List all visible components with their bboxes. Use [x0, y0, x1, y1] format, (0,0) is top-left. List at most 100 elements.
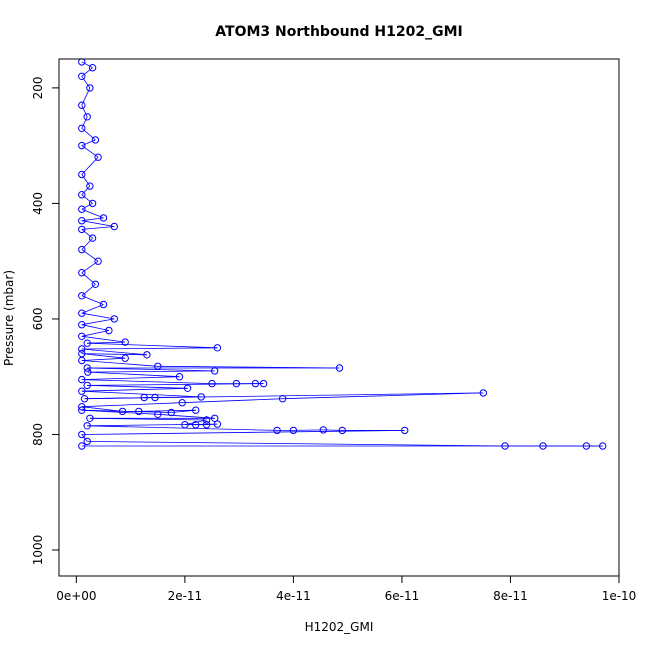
data-point [78, 387, 86, 395]
y-tick-label: 1000 [31, 535, 45, 566]
series-line-segment [182, 398, 283, 404]
data-point [78, 170, 86, 179]
data-point [278, 395, 287, 403]
series-line-segment [81, 335, 126, 343]
series-line-segment [81, 324, 109, 331]
x-tick-label: 2e-11 [168, 589, 203, 603]
series-line-segment [81, 434, 88, 442]
series-line-segment [81, 430, 405, 435]
data-point [118, 407, 127, 416]
series-line-segment [81, 318, 115, 326]
data-point [479, 389, 487, 397]
data-point [110, 222, 119, 231]
y-axis-label: Pressure (mbar) [2, 270, 16, 366]
data-point [401, 426, 409, 435]
series-line-segment [81, 208, 104, 219]
series-line-segment [81, 67, 93, 77]
data-point [83, 364, 91, 372]
data-point [78, 292, 86, 300]
data-point [78, 349, 86, 358]
series-line-segment [81, 357, 126, 361]
data-point [202, 421, 211, 429]
x-axis: 0e+00 2e-11 4e-11 6e-11 8e-11 1e-10 [56, 575, 636, 603]
series-line-segment [81, 406, 123, 412]
series-line-segment [81, 360, 158, 367]
series-line-segment [206, 423, 218, 426]
series-line-segment [81, 353, 126, 359]
data-point [78, 403, 86, 411]
data-point [78, 225, 86, 234]
x-tick-label: 0e+00 [56, 589, 96, 603]
series-line-segment [144, 396, 202, 398]
series-line-segment [81, 304, 104, 314]
series-line-segment [81, 105, 88, 117]
plot-marks [78, 58, 607, 450]
data-point [99, 300, 108, 309]
data-point [91, 280, 100, 288]
data-point [78, 332, 86, 340]
series-line-segment [87, 441, 506, 447]
x-tick-label: 4e-11 [276, 589, 311, 603]
data-point [167, 408, 176, 417]
series-line-segment [81, 295, 104, 305]
data-point [121, 338, 129, 346]
data-point [78, 101, 86, 109]
data-point [143, 351, 151, 359]
data-point [338, 426, 346, 435]
data-point [88, 199, 97, 208]
series-line-segment [81, 330, 109, 337]
series-line-segment [81, 347, 218, 350]
series-line-segment [81, 194, 93, 204]
data-point [232, 379, 241, 388]
data-point [259, 379, 268, 388]
data-point [78, 269, 86, 277]
series-line-segment [81, 61, 93, 69]
series-line-segment [87, 425, 278, 431]
series-line-segment [81, 156, 99, 175]
data-point [78, 245, 86, 254]
data-point [88, 64, 97, 72]
series-line-segment [282, 392, 484, 400]
x-tick-label: 6e-11 [385, 589, 420, 603]
y-tick-label: 200 [31, 76, 45, 99]
data-point [121, 354, 129, 362]
data-point [192, 421, 200, 429]
data-point [251, 379, 260, 388]
series-line-segment [81, 229, 93, 239]
data-point [183, 384, 192, 392]
data-point [84, 368, 92, 376]
data-point [273, 426, 281, 435]
data-point [78, 191, 86, 199]
data-point [78, 345, 86, 353]
data-point [178, 399, 186, 407]
data-point [94, 257, 102, 265]
data-point [105, 326, 113, 335]
series-line-segment [293, 429, 324, 431]
data-point [83, 422, 91, 430]
data-point [78, 141, 86, 150]
data-point [213, 420, 222, 428]
data-point [154, 362, 162, 370]
series-line-segment [81, 312, 115, 320]
data-point [501, 442, 509, 450]
data-point [86, 182, 94, 190]
series-line-segment [81, 402, 183, 408]
data-point [211, 414, 219, 422]
series-line-segment [81, 237, 93, 250]
series-line-segment [81, 390, 202, 398]
data-point [78, 124, 86, 133]
y-tick-label: 400 [31, 192, 45, 215]
series-line-segment [81, 376, 180, 380]
data-point [83, 437, 91, 446]
series-line-segment [81, 226, 115, 230]
series-line-segment [81, 353, 147, 356]
series-line-segment [87, 370, 215, 373]
data-point [83, 339, 91, 347]
data-point [80, 395, 89, 403]
data-point [208, 379, 216, 388]
series-line-segment [81, 348, 147, 356]
data-point [211, 367, 219, 375]
series-line-segment [84, 397, 156, 400]
